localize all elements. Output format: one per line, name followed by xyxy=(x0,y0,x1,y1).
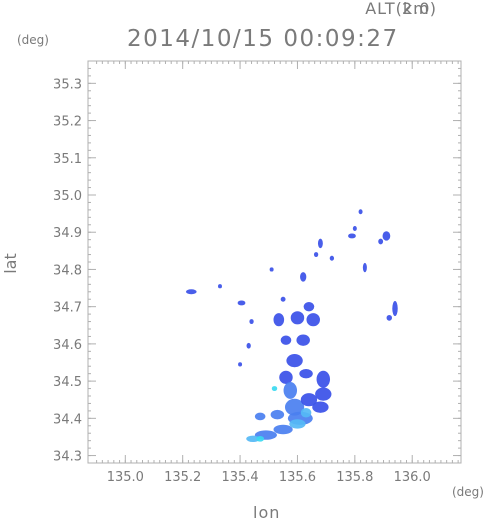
radar-echo xyxy=(238,362,243,367)
y-tick-label: 34.8 xyxy=(53,263,82,278)
radar-echo xyxy=(358,209,363,215)
x-tick-label: 135.8 xyxy=(336,470,373,485)
radar-echo xyxy=(280,335,292,345)
radar-echo xyxy=(217,284,222,289)
radar-echo xyxy=(237,300,246,306)
radar-echo xyxy=(286,354,303,368)
radar-echo xyxy=(284,398,305,416)
radar-echo xyxy=(348,233,356,239)
radar-echo xyxy=(382,231,391,241)
radar-echo xyxy=(315,387,332,401)
plot-frame xyxy=(87,60,462,464)
radar-echo xyxy=(299,368,313,379)
radar-echo xyxy=(283,381,298,399)
radar-echo xyxy=(386,314,392,321)
x-tick-label: 135.0 xyxy=(107,470,144,485)
x-axis-label: lon xyxy=(253,503,281,522)
radar-echo xyxy=(269,267,274,272)
timestamp: 2014/10/15 00:09:27 xyxy=(127,26,399,52)
radar-echo xyxy=(392,301,398,317)
y-tick-label: 35.0 xyxy=(53,189,82,204)
y-tick-label: 35.3 xyxy=(53,77,82,92)
y-tick-label: 34.5 xyxy=(53,375,82,390)
radar-echo xyxy=(329,255,335,261)
axis-layer: 135.0 135.2 135.4 135.6 135.8 136.0 34.3 34.4 34… xyxy=(53,61,461,485)
y-tick-label: 35.2 xyxy=(53,115,82,130)
radar-echo xyxy=(300,408,312,418)
x-tick-label: 135.6 xyxy=(279,470,316,485)
y-tick-label: 34.4 xyxy=(53,412,82,427)
x-tick-label: 136.0 xyxy=(394,470,431,485)
radar-echo xyxy=(271,386,278,392)
radar-echo xyxy=(290,311,305,325)
radar-echo xyxy=(279,370,293,384)
radar-echo xyxy=(303,301,315,312)
y-tick-label: 34.6 xyxy=(53,338,82,353)
x-unit-label: (deg) xyxy=(452,485,484,499)
y-unit-label: (deg) xyxy=(17,33,49,47)
radar-echo xyxy=(289,419,306,429)
echo-layer xyxy=(185,209,398,443)
y-tick-label: 34.3 xyxy=(53,450,82,465)
radar-echo xyxy=(313,252,319,258)
radar-echo xyxy=(378,238,384,245)
radar-echo xyxy=(300,272,307,282)
x-tick-label: 135.2 xyxy=(164,470,201,485)
radar-echo xyxy=(296,334,310,346)
radar-echo xyxy=(306,313,320,327)
radar-echo xyxy=(249,319,254,325)
radar-echo xyxy=(246,342,251,349)
altitude-value: 2.0 xyxy=(402,0,431,18)
radar-echo xyxy=(270,409,285,420)
radar-echo xyxy=(352,226,357,231)
radar-echo xyxy=(300,393,318,407)
x-tick-label: 135.4 xyxy=(221,470,258,485)
radar-echo xyxy=(256,435,265,442)
radar-echo xyxy=(273,313,285,327)
y-tick-label: 35.1 xyxy=(53,152,82,167)
radar-echo xyxy=(317,238,323,249)
y-tick-label: 34.9 xyxy=(53,226,82,241)
y-tick-label: 34.7 xyxy=(53,301,82,316)
radar-echo xyxy=(273,424,293,435)
radar-echo xyxy=(246,435,260,443)
radar-echo xyxy=(185,289,197,295)
radar-echo xyxy=(254,412,266,421)
altitude-label: ALT(km) xyxy=(365,0,437,18)
radar-echo xyxy=(362,262,367,273)
radar-echo xyxy=(312,401,329,413)
radar-echo xyxy=(316,370,331,388)
radar-echo xyxy=(280,296,286,302)
